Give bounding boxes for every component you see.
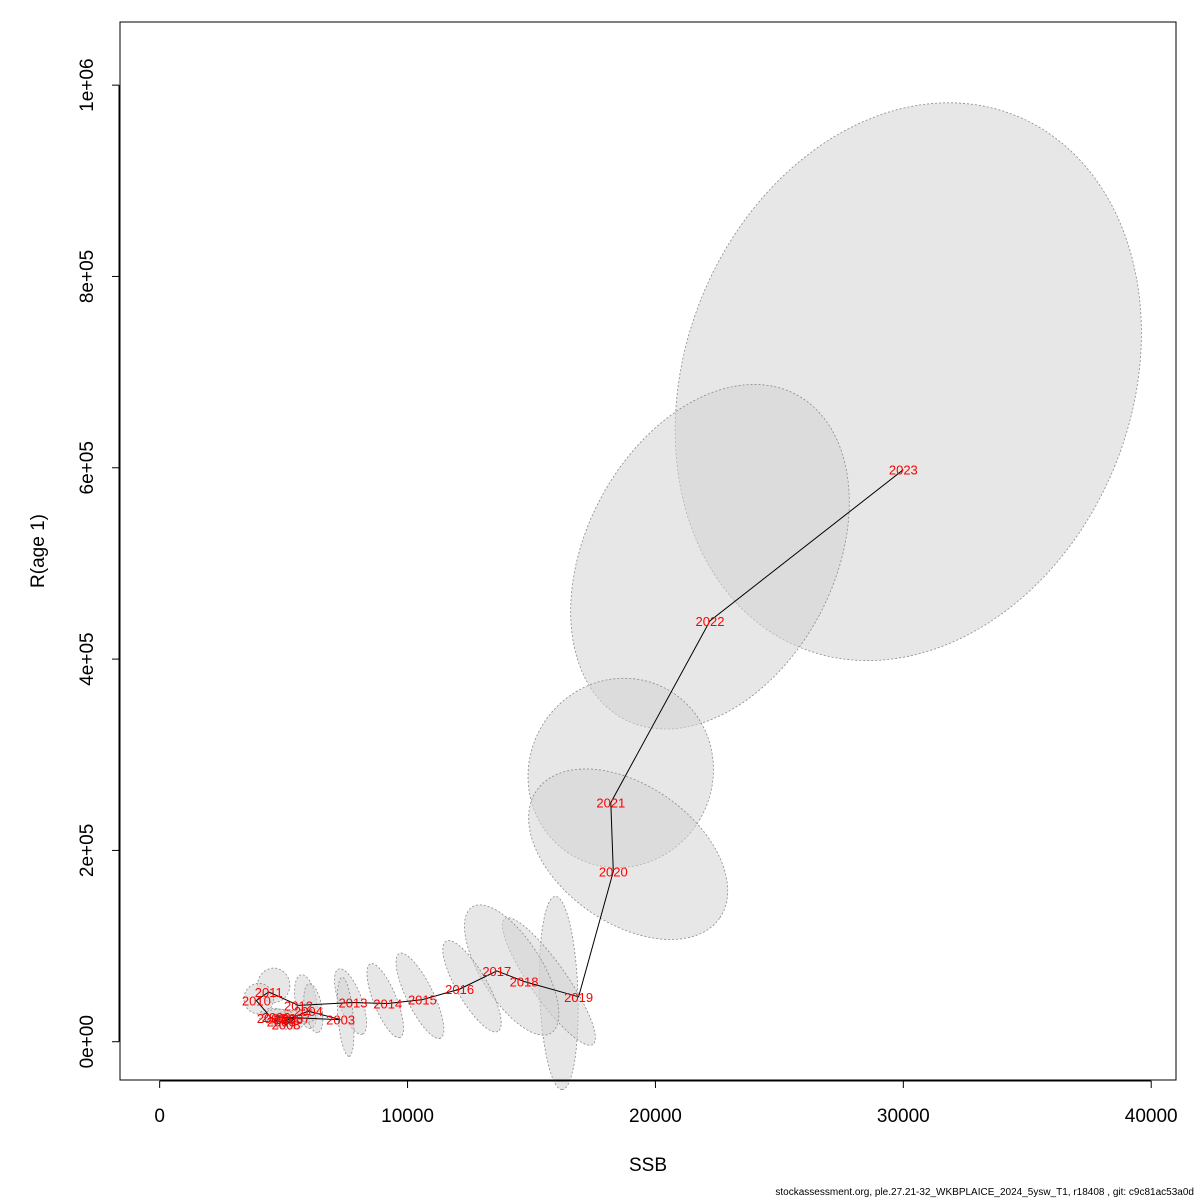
ellipse-2003: [336, 976, 355, 1057]
ellipse-2020: [528, 768, 729, 940]
x-tick-label-0: 0: [154, 1106, 165, 1127]
y-tick-label-1: 2e+05: [77, 824, 98, 877]
point-label-2012: 2012: [284, 998, 313, 1013]
ellipse-2022: [570, 384, 850, 730]
point-label-2023: 2023: [889, 463, 918, 478]
point-label-2017: 2017: [482, 964, 511, 979]
point-label-2009: 2009: [257, 1011, 286, 1026]
point-label-2005: 2005: [274, 1012, 303, 1027]
point-label-2018: 2018: [510, 974, 539, 989]
trajectory-line-group: [255, 469, 904, 1026]
y-tick-label-0: 0e+00: [77, 1015, 98, 1068]
point-label-2021: 2021: [596, 796, 625, 811]
x-tick-label-1: 10000: [381, 1106, 434, 1127]
point-label-2003: 2003: [326, 1013, 355, 1028]
point-label-2006: 2006: [267, 1015, 296, 1030]
point-label-2011: 2011: [255, 985, 283, 1000]
point-label-2013: 2013: [339, 996, 368, 1011]
point-label-2007: 2007: [282, 1011, 311, 1026]
x-tick-label-2: 20000: [629, 1106, 682, 1127]
point-label-2015: 2015: [408, 993, 437, 1008]
ellipse-2014: [366, 963, 404, 1039]
y-axis: 0e+00 2e+05 4e+05 6e+05 8e+05 1e+06: [77, 58, 120, 1068]
confidence-ellipses: [243, 102, 1142, 1090]
plot-frame: [119, 21, 1177, 1081]
y-tick-label-3: 6e+05: [77, 441, 98, 494]
point-label-2014: 2014: [373, 996, 402, 1011]
x-axis: 0 10000 20000 30000 40000: [154, 1080, 1178, 1127]
point-label-2004: 2004: [294, 1004, 323, 1019]
point-label-2008: 2008: [272, 1018, 301, 1033]
point-label-2019: 2019: [564, 990, 593, 1005]
x-axis-title: SSB: [629, 1155, 667, 1176]
ellipse-2015: [395, 952, 445, 1039]
point-label-2020: 2020: [599, 864, 628, 879]
point-label-2016: 2016: [445, 982, 474, 997]
point-label-2002: 2002: [262, 1010, 291, 1025]
ellipse-2016: [442, 940, 502, 1033]
x-tick-label-3: 30000: [877, 1106, 930, 1127]
footer-credit: stockassessment.org, ple.27.21-32_WKBPLA…: [775, 1187, 1194, 1198]
y-tick-label-4: 8e+05: [77, 250, 98, 303]
point-label-2022: 2022: [696, 614, 725, 629]
y-axis-title: R(age 1): [28, 514, 49, 588]
x-tick-label-4: 40000: [1125, 1106, 1178, 1127]
y-tick-label-2: 4e+05: [77, 632, 98, 685]
point-label-2010: 2010: [242, 994, 271, 1009]
trajectory-line: [255, 469, 904, 1026]
y-tick-label-5: 1e+06: [77, 58, 98, 111]
